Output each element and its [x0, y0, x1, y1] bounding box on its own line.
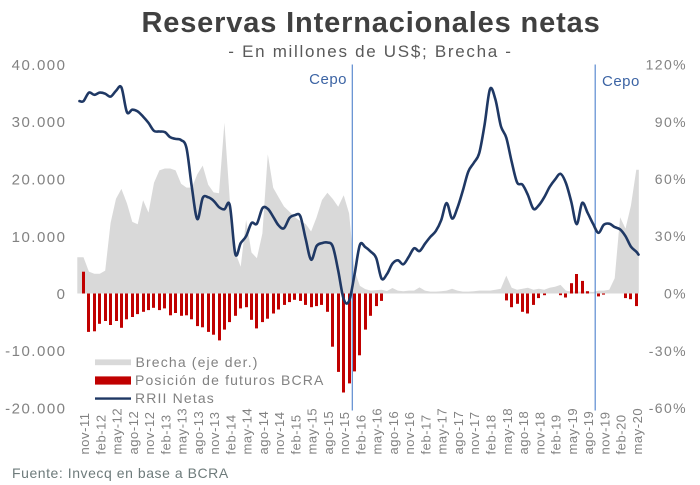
- svg-text:30.000: 30.000: [12, 114, 67, 131]
- svg-text:Cepo: Cepo: [309, 71, 347, 88]
- svg-text:feb-16: feb-16: [353, 414, 368, 454]
- svg-text:-20.000: -20.000: [5, 401, 66, 418]
- svg-text:feb-20: feb-20: [614, 414, 629, 454]
- svg-text:nov-15: nov-15: [337, 411, 352, 454]
- svg-text:may-16: may-16: [370, 408, 385, 455]
- svg-text:Posición de futuros BCRA: Posición de futuros BCRA: [135, 372, 324, 388]
- svg-text:nov-13: nov-13: [207, 411, 222, 454]
- svg-text:feb-14: feb-14: [223, 414, 238, 454]
- svg-text:feb-17: feb-17: [419, 414, 434, 454]
- svg-text:nov-12: nov-12: [142, 411, 157, 454]
- svg-text:ago-14: ago-14: [256, 411, 271, 455]
- svg-text:feb-13: feb-13: [158, 414, 173, 454]
- svg-text:nov-19: nov-19: [597, 411, 612, 454]
- svg-text:ago-19: ago-19: [581, 411, 596, 455]
- svg-text:nov-18: nov-18: [532, 411, 547, 454]
- svg-text:ago-16: ago-16: [386, 411, 401, 455]
- svg-text:nov-14: nov-14: [272, 411, 287, 454]
- svg-text:90%: 90%: [655, 114, 687, 130]
- svg-text:may-19: may-19: [565, 408, 580, 455]
- svg-text:0%: 0%: [664, 286, 687, 302]
- svg-text:Cepo: Cepo: [602, 73, 640, 90]
- svg-text:feb-19: feb-19: [549, 414, 564, 454]
- svg-text:may-15: may-15: [305, 408, 320, 455]
- svg-text:may-13: may-13: [175, 408, 190, 455]
- svg-text:60%: 60%: [655, 171, 687, 187]
- svg-text:feb-12: feb-12: [93, 414, 108, 454]
- svg-text:-30%: -30%: [649, 343, 687, 359]
- svg-text:ago-13: ago-13: [191, 411, 206, 455]
- svg-text:may-18: may-18: [500, 408, 515, 455]
- svg-text:nov-16: nov-16: [402, 411, 417, 454]
- svg-text:-10.000: -10.000: [5, 343, 66, 360]
- svg-text:0: 0: [57, 286, 67, 303]
- svg-text:ago-18: ago-18: [516, 411, 531, 455]
- svg-text:RRII Netas: RRII Netas: [135, 390, 215, 406]
- svg-text:-60%: -60%: [649, 400, 687, 416]
- svg-text:may-12: may-12: [110, 408, 125, 455]
- svg-text:Brecha (eje der.): Brecha (eje der.): [136, 354, 259, 370]
- svg-text:ago-17: ago-17: [451, 411, 466, 455]
- svg-text:may-17: may-17: [435, 408, 450, 455]
- svg-text:120%: 120%: [646, 57, 687, 73]
- svg-text:nov-17: nov-17: [467, 411, 482, 454]
- svg-text:ago-15: ago-15: [321, 411, 336, 455]
- svg-text:30%: 30%: [655, 228, 687, 244]
- svg-text:nov-11: nov-11: [77, 412, 92, 454]
- svg-text:20.000: 20.000: [12, 172, 67, 189]
- svg-text:feb-15: feb-15: [288, 414, 303, 454]
- svg-text:may-20: may-20: [630, 408, 645, 455]
- svg-text:may-14: may-14: [240, 408, 255, 455]
- svg-text:feb-18: feb-18: [484, 414, 499, 454]
- svg-text:40.000: 40.000: [12, 57, 67, 74]
- svg-text:ago-12: ago-12: [126, 411, 141, 455]
- svg-text:10.000: 10.000: [12, 229, 67, 246]
